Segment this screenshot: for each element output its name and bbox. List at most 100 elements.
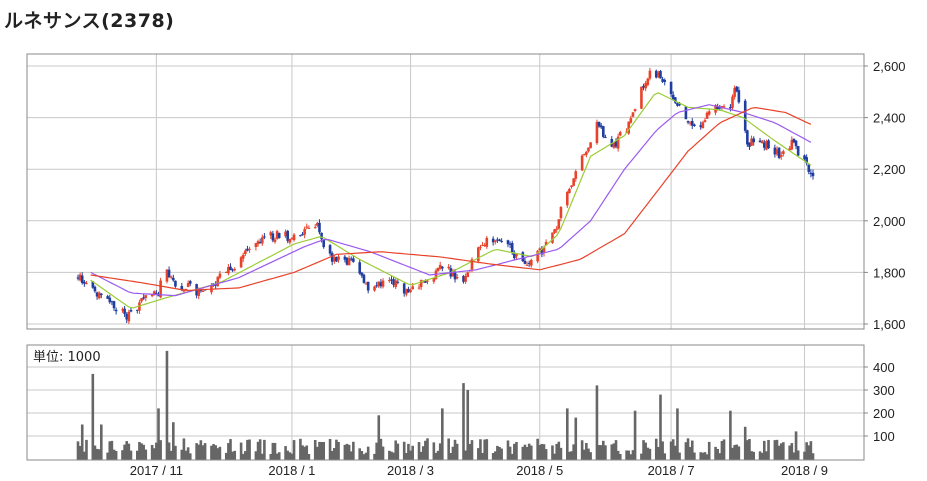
candle-body — [779, 155, 783, 157]
volume-bar — [625, 450, 628, 460]
candle-body — [746, 130, 749, 145]
volume-bar — [186, 447, 190, 460]
volume-bar — [335, 439, 338, 460]
volume-bar — [570, 451, 573, 460]
volume-bar — [307, 454, 311, 460]
volume-bar — [441, 408, 444, 460]
volume-bar — [121, 450, 124, 460]
candle-body — [722, 106, 726, 108]
volume-bar — [381, 446, 385, 460]
volume-bar — [640, 453, 643, 460]
candle-body — [542, 247, 546, 254]
volume-bar — [83, 451, 86, 460]
volume-bar — [614, 440, 618, 460]
candle-body — [438, 264, 442, 269]
candle-body — [451, 271, 455, 277]
candle-body — [674, 97, 677, 103]
volume-bar — [748, 439, 751, 460]
candle-body — [470, 259, 474, 270]
volume-bar — [402, 441, 406, 460]
volume-bar — [574, 417, 578, 460]
candle-body — [169, 276, 173, 278]
candle-body — [508, 243, 512, 245]
volume-bar — [424, 440, 427, 460]
candle-body — [159, 280, 162, 298]
candle-body — [544, 241, 548, 246]
candle-body — [419, 280, 423, 288]
volume-bar — [529, 445, 533, 460]
volume-bar — [316, 446, 319, 460]
volume-bar — [345, 443, 349, 460]
volume-bar — [174, 445, 177, 460]
volume-bar — [587, 448, 590, 460]
candle-body — [330, 253, 334, 262]
volume-bar — [737, 446, 741, 460]
volume-bar — [438, 443, 442, 460]
moving-averages — [90, 92, 812, 309]
candle-body — [269, 232, 273, 236]
volume-bar — [301, 445, 304, 460]
volume-bar — [707, 441, 711, 460]
volume-bar — [155, 442, 158, 460]
volume-bar — [332, 448, 336, 460]
candle-body — [767, 140, 770, 149]
candle-body — [337, 256, 340, 260]
volume-bar — [555, 443, 559, 460]
candle-body — [407, 288, 410, 293]
candle-body — [99, 293, 103, 296]
candle-body — [172, 277, 175, 281]
volume-bar — [758, 451, 762, 460]
candle-body — [657, 72, 660, 77]
candle-body — [644, 83, 647, 89]
candle-body — [125, 313, 129, 320]
volume-bar — [364, 452, 368, 460]
candle-body — [574, 171, 578, 179]
candle-body — [803, 155, 806, 160]
volume-bar — [277, 452, 281, 460]
volume-bar — [80, 424, 84, 460]
candle-body — [506, 240, 510, 245]
candle-body — [589, 142, 592, 149]
volume-bar — [299, 438, 302, 460]
candle-body — [273, 239, 277, 242]
candle-body — [167, 269, 171, 278]
volume-bar — [421, 446, 425, 460]
volume-bar — [231, 451, 234, 460]
volume-bar — [411, 445, 414, 460]
volume-bar — [419, 451, 423, 460]
volume-bar — [292, 440, 296, 460]
volume-bar — [701, 452, 705, 460]
candle-body — [515, 253, 518, 257]
candle-body — [335, 256, 338, 262]
volume-bar — [271, 442, 275, 460]
candle-body — [568, 188, 571, 194]
candle-body — [661, 79, 664, 82]
candle-body — [180, 285, 184, 290]
volume-bar — [678, 452, 681, 460]
candle-body — [241, 254, 245, 259]
date-tick-label: 2018 / 1 — [268, 463, 315, 478]
candle-body — [513, 252, 516, 259]
volume-bar — [239, 442, 243, 460]
candle-body — [409, 290, 412, 293]
candle-body — [377, 281, 381, 287]
candle-body — [366, 281, 370, 291]
volume-bar — [807, 445, 811, 460]
volume-bar — [229, 439, 232, 460]
volume-bar — [172, 422, 175, 460]
volume-bar — [481, 452, 484, 460]
candle-body — [618, 132, 622, 136]
volume-bar — [396, 443, 400, 460]
date-tick-label: 2018 / 7 — [648, 463, 695, 478]
candle-body — [229, 266, 232, 271]
date-tick-label: 2018 / 3 — [387, 463, 434, 478]
volume-bar — [513, 443, 516, 460]
candle-body — [197, 287, 201, 296]
volume-bar — [258, 439, 262, 460]
volume-bar — [765, 451, 768, 460]
volume-bar — [214, 445, 217, 460]
volume-bar — [91, 373, 95, 460]
volume-bar — [123, 444, 126, 460]
candle-body — [684, 106, 688, 120]
candle-body — [150, 294, 154, 297]
